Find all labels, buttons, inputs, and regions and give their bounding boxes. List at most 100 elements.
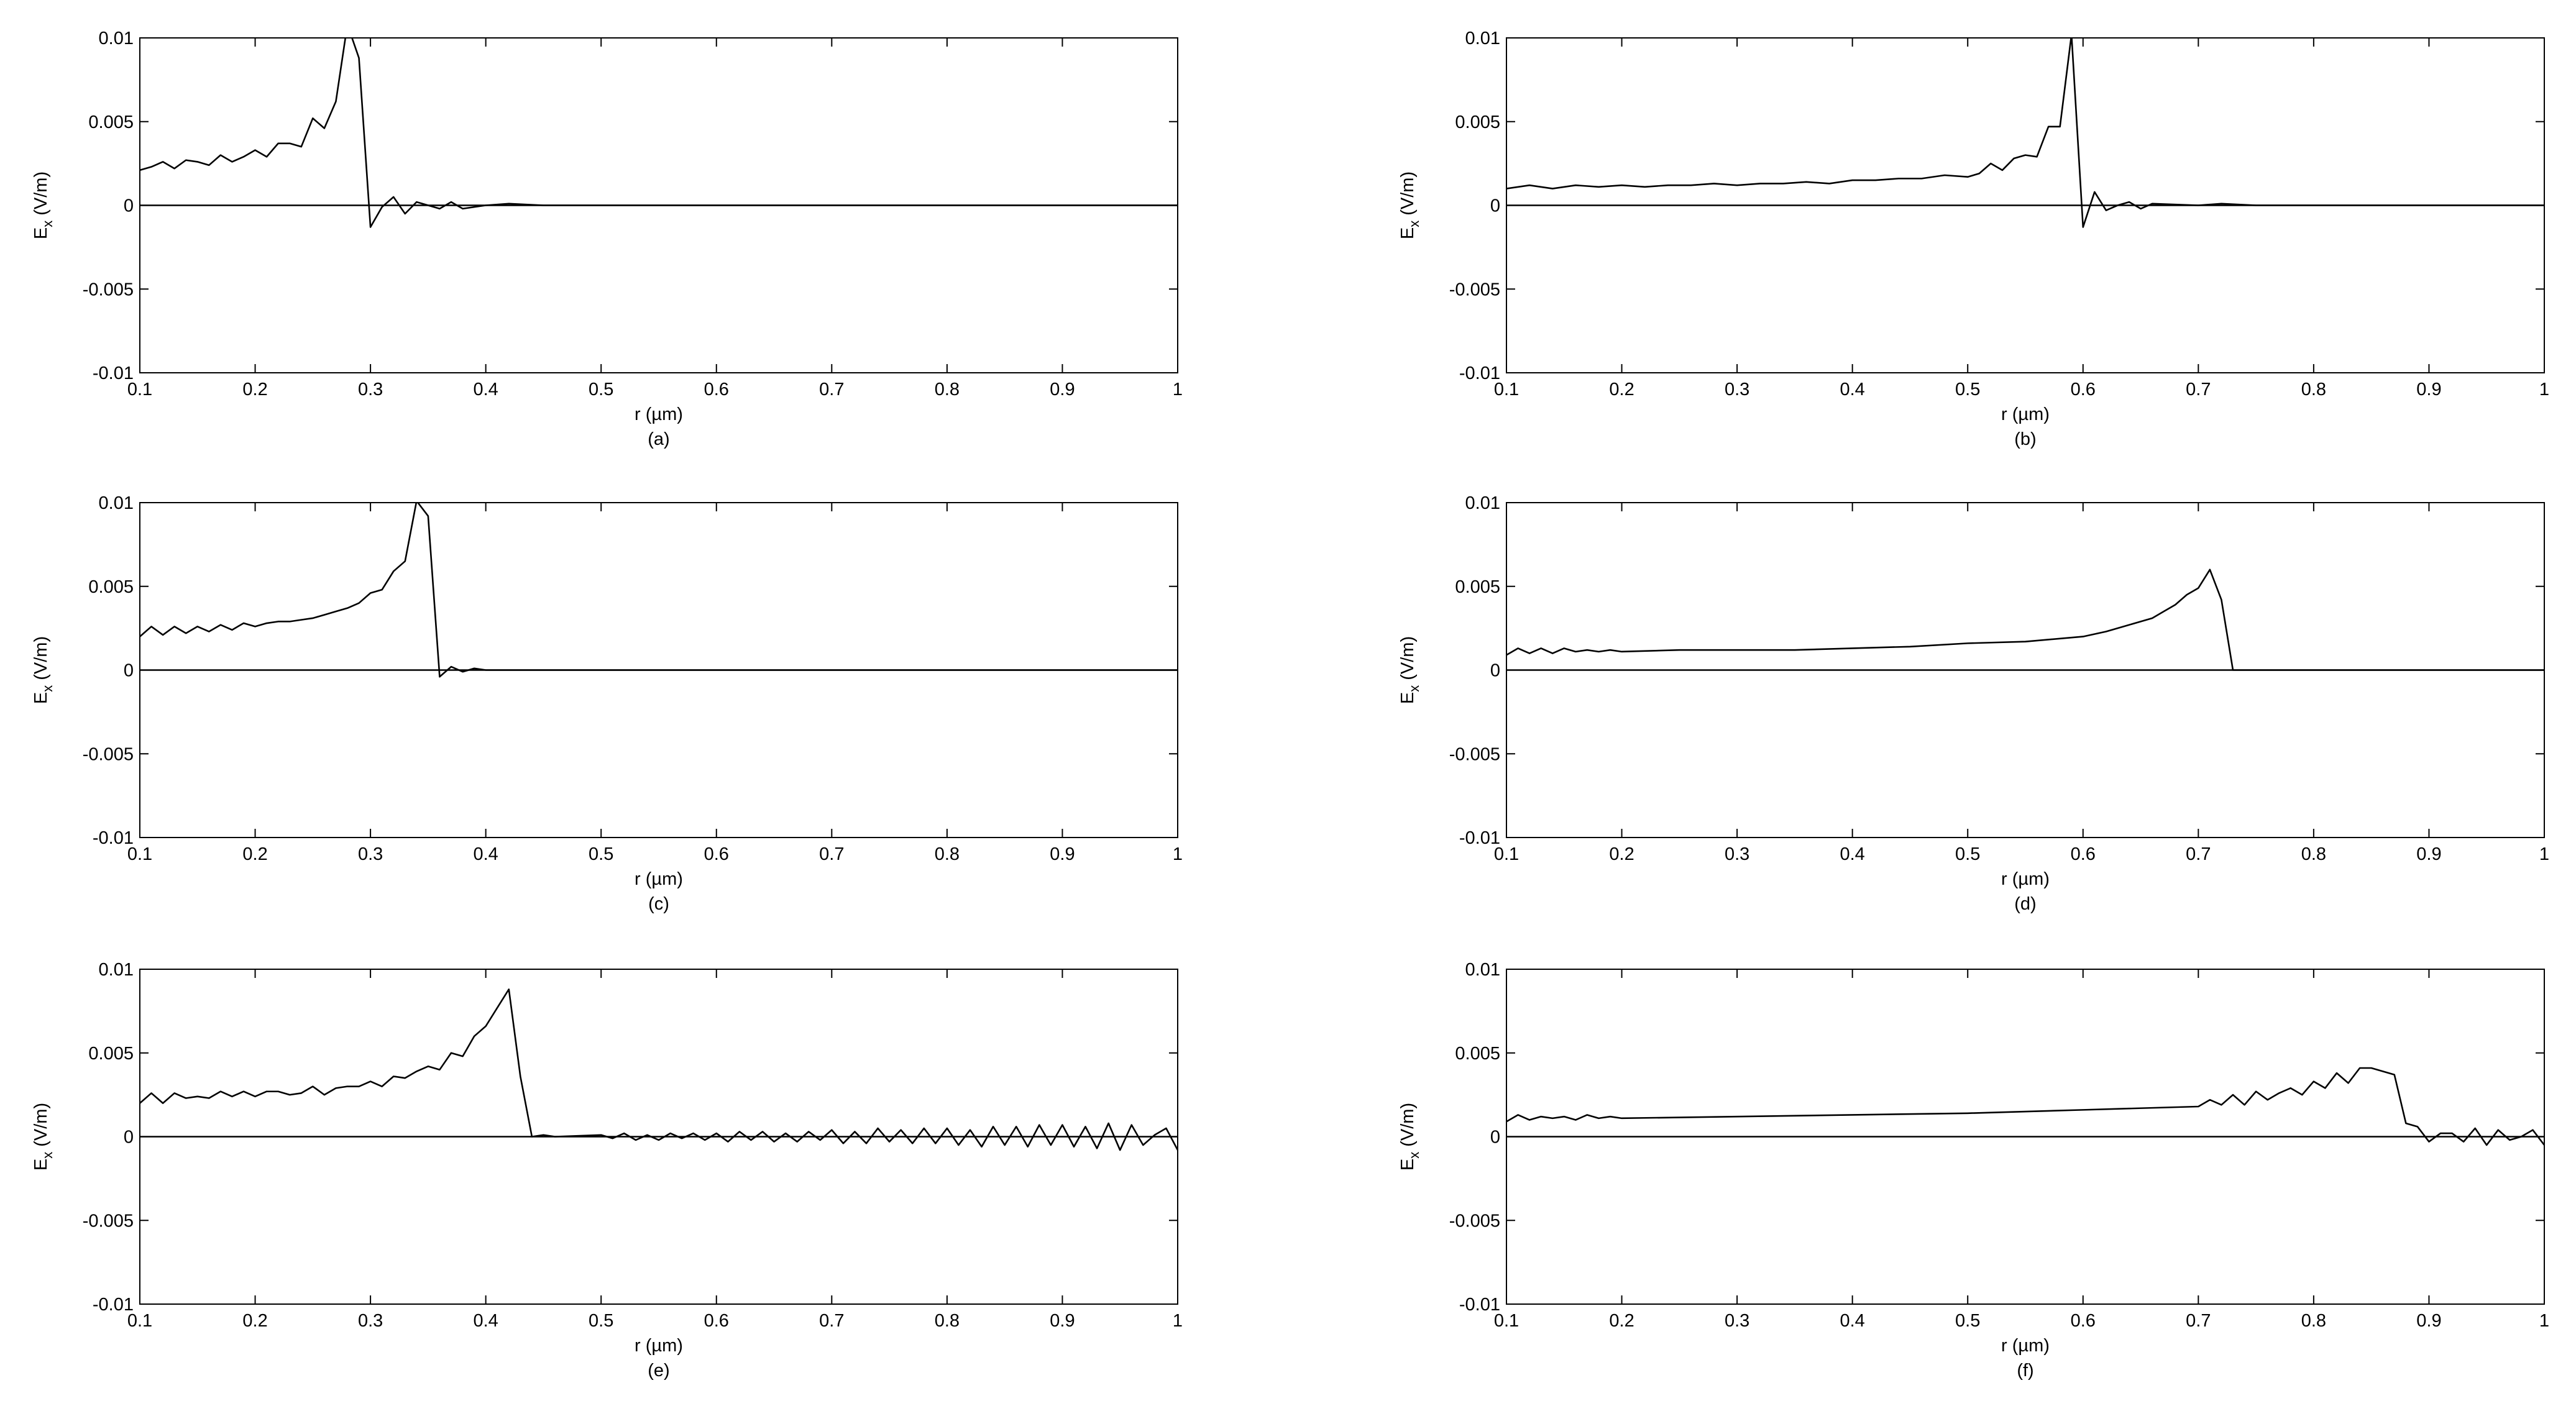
x-tick-label: 0.7	[2186, 844, 2211, 864]
y-tick-label: 0	[1490, 1128, 1500, 1148]
x-tick-label: 0.7	[819, 844, 844, 864]
y-label-symbol: E	[31, 1159, 51, 1171]
x-tick-label: 0.4	[1840, 380, 1865, 399]
x-tick-label: 0.5	[589, 844, 613, 864]
y-label-subscript: x	[40, 685, 55, 692]
x-tick-label: 0.3	[358, 844, 383, 864]
x-tick-label: 1	[2539, 844, 2549, 864]
axes-frame	[1506, 969, 2545, 1305]
axes-frame	[139, 969, 1178, 1305]
subplot: -0.01 -0.005 0 0.005 0.01 0.1 0.2 0.3 0.4 0.5 0.6 0…	[31, 960, 1183, 1381]
y-tick-label: -0.005	[83, 744, 134, 764]
x-tick-label: 0.5	[1955, 380, 1980, 399]
x-tick-label: 0.6	[2071, 844, 2096, 864]
x-tick-label: 0.9	[2416, 844, 2441, 864]
x-tick-label: 0.8	[935, 844, 960, 864]
y-tick-label: 0.01	[99, 29, 134, 48]
subplot: -0.01 -0.005 0 0.005 0.01 0.1 0.2 0.3 0.4 0.5 0.6 0…	[1398, 960, 2549, 1381]
axes-frame	[1506, 502, 2545, 838]
x-tick-label: 0.9	[2416, 380, 2441, 399]
subplot: -0.01 -0.005 0 0.005 0.01 0.1 0.2 0.3 0.4 0.5 0.6 0…	[31, 29, 1183, 449]
y-label-symbol: E	[31, 227, 51, 239]
y-axis-label: Ex (V/m)	[1398, 171, 1422, 239]
caption: (d)	[2014, 894, 2036, 914]
y-tick-label: -0.005	[1449, 744, 1500, 764]
y-axis-label: Ex (V/m)	[31, 171, 55, 239]
x-tick-label: 1	[1173, 380, 1183, 399]
y-tick-label: 0	[124, 1128, 134, 1148]
y-tick-label: -0.005	[83, 1211, 134, 1231]
y-label-subscript: x	[40, 221, 55, 227]
x-tick-label: 1	[2539, 1311, 2549, 1331]
x-tick-label: 0.2	[242, 380, 267, 399]
x-tick-label: 0.5	[589, 380, 613, 399]
data-line	[140, 38, 1178, 228]
data-line	[1506, 568, 2544, 671]
y-tick-label: -0.01	[1459, 828, 1500, 848]
x-tick-label: 0.4	[474, 380, 498, 399]
x-tick-label: 0.1	[1494, 1311, 1519, 1331]
axes-frame	[139, 37, 1178, 373]
data-line	[140, 988, 1178, 1151]
x-axis-label: r (µm)	[635, 404, 683, 424]
y-label-symbol: E	[1398, 1159, 1418, 1171]
y-tick-label: 0	[1490, 661, 1500, 681]
axes-frame	[139, 502, 1178, 838]
y-tick-label: 0	[124, 196, 134, 216]
y-tick-label: -0.01	[1459, 1295, 1500, 1315]
y-label-symbol: E	[31, 692, 51, 704]
y-tick-label: 0.01	[1465, 29, 1500, 48]
y-label-unit: (V/m)	[31, 636, 51, 680]
x-tick-label: 0.2	[242, 844, 267, 864]
x-tick-label: 0.9	[1050, 844, 1075, 864]
y-label-unit: (V/m)	[31, 171, 51, 216]
y-tick-label: 0.005	[1455, 112, 1500, 132]
y-label-subscript: x	[1406, 1152, 1422, 1159]
x-tick-label: 0.7	[819, 1311, 844, 1331]
y-axis-label: Ex (V/m)	[31, 1103, 55, 1171]
x-tick-label: 0.4	[1840, 1311, 1865, 1331]
x-tick-label: 0.4	[1840, 844, 1865, 864]
x-tick-label: 1	[1173, 844, 1183, 864]
x-tick-label: 0.9	[1050, 380, 1075, 399]
y-tick-label: 0.005	[1455, 1044, 1500, 1064]
x-tick-label: 0.5	[589, 1311, 613, 1331]
x-tick-label: 0.3	[1725, 1311, 1749, 1331]
y-label-unit: (V/m)	[1398, 1103, 1418, 1147]
data-line	[1506, 1067, 2544, 1146]
y-tick-label: -0.01	[1459, 363, 1500, 383]
x-tick-label: 1	[2539, 380, 2549, 399]
y-label-unit: (V/m)	[1398, 636, 1418, 680]
x-axis-label: r (µm)	[635, 869, 683, 889]
y-tick-label: -0.01	[93, 363, 134, 383]
x-tick-label: 0.3	[358, 380, 383, 399]
x-tick-label: 0.9	[1050, 1311, 1075, 1331]
subplot: -0.01 -0.005 0 0.005 0.01 0.1 0.2 0.3 0.4 0.5 0.6 0…	[1398, 29, 2549, 449]
y-label-symbol: E	[1398, 227, 1418, 239]
x-axis-label: r (µm)	[2001, 1336, 2050, 1356]
x-axis-label: r (µm)	[2001, 404, 2050, 424]
x-tick-label: 0.1	[127, 1311, 152, 1331]
x-tick-label: 0.1	[127, 380, 152, 399]
y-tick-label: 0.005	[88, 112, 134, 132]
y-axis-label: Ex (V/m)	[1398, 1103, 1422, 1171]
y-label-symbol: E	[1398, 692, 1418, 704]
x-tick-label: 0.2	[1609, 844, 1634, 864]
x-axis-label: r (µm)	[635, 1336, 683, 1356]
x-tick-label: 0.3	[1725, 380, 1749, 399]
subplot: -0.01 -0.005 0 0.005 0.01 0.1 0.2 0.3 0.4 0.5 0.6 0…	[1398, 493, 2549, 914]
x-tick-label: 0.1	[127, 844, 152, 864]
y-tick-label: -0.005	[1449, 280, 1500, 299]
y-label-unit: (V/m)	[31, 1103, 51, 1147]
x-tick-label: 1	[1173, 1311, 1183, 1331]
x-tick-label: 0.9	[2416, 1311, 2441, 1331]
caption: (b)	[2014, 429, 2036, 449]
x-tick-label: 0.6	[2071, 380, 2096, 399]
x-tick-label: 0.7	[2186, 1311, 2211, 1331]
y-tick-label: 0.01	[1465, 493, 1500, 513]
x-tick-label: 0.3	[1725, 844, 1749, 864]
x-tick-label: 0.5	[1955, 1311, 1980, 1331]
x-tick-label: 0.1	[1494, 380, 1519, 399]
